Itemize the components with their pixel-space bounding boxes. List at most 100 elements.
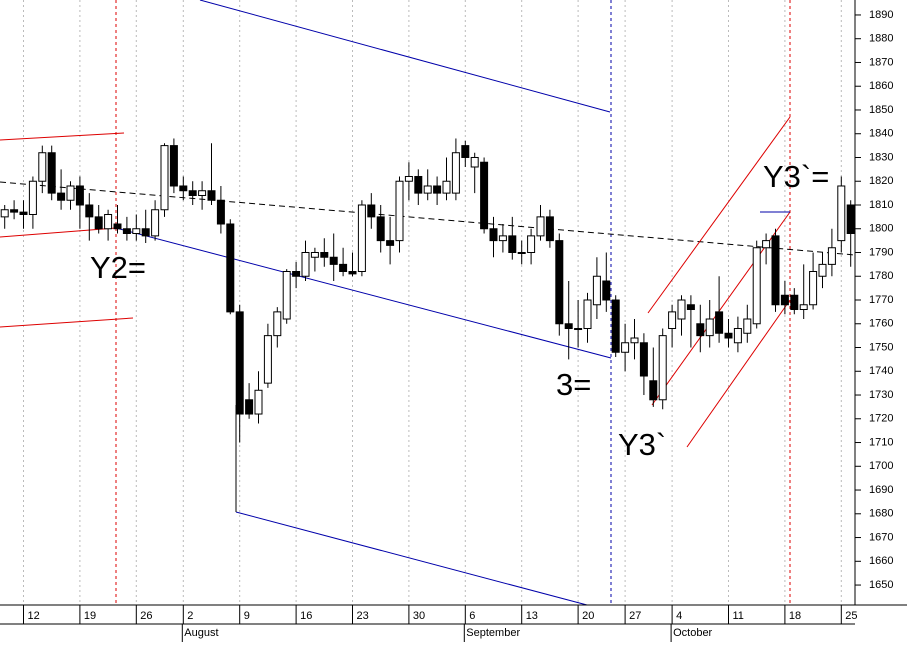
x-tick-label: 12 [28,610,40,622]
x-tick-label: 16 [300,610,312,622]
x-tick-label: 13 [526,610,538,622]
x-tick-label: 9 [244,610,250,622]
candle-body [329,256,338,265]
candle-body [574,328,583,331]
candle-body [743,318,752,334]
candle-body [677,299,686,320]
candle-body [555,240,564,325]
y-tick-label: 1780 [869,270,893,282]
y-tick-label: 1810 [869,199,893,211]
candle-body [357,204,366,273]
candle-body [151,209,160,237]
candle-body [715,311,724,334]
candle-body [790,294,799,311]
x-tick-label: 26 [140,610,152,622]
candle-body [451,152,460,194]
candle-body [66,185,75,201]
candle-body [263,335,272,384]
candle-body [564,323,573,330]
candle-body [489,228,498,242]
candle-body [733,328,742,344]
grid [23,0,842,605]
candle-body [621,342,630,353]
y-tick-label: 1830 [869,151,893,163]
candle-body [545,216,554,242]
y-tick-label: 1700 [869,460,893,472]
candle-body [216,199,225,225]
y-tick-label: 1760 [869,318,893,330]
candle-body [122,228,131,234]
candle-body [160,145,169,211]
candle-body [649,380,658,401]
candle-body [517,251,526,254]
candle-body [367,204,376,218]
candle-body [602,280,611,301]
y-tick-label: 1750 [869,341,893,353]
x-tick-label: 20 [582,610,594,622]
y-tick-label: 1650 [869,579,893,591]
candle-body [0,209,9,218]
y-tick-label: 1710 [869,436,893,448]
channel-line [0,132,125,141]
candle-body [235,311,244,415]
candle-body [658,335,667,401]
annotation: Y3`= [763,159,829,194]
candle-body [771,235,780,306]
y-tick-label: 1670 [869,531,893,543]
candle-body [245,399,254,415]
candle-body [442,180,451,194]
candle-body [799,304,808,311]
candle-body [28,180,37,215]
candle-body [583,299,592,330]
candle-body [94,216,103,230]
y-tick-label: 1880 [869,33,893,45]
y-tick-label: 1840 [869,128,893,140]
pitchfork-line [235,511,588,606]
candle-body [141,228,150,237]
annotation: Y2= [90,250,146,285]
candle-body [630,337,639,344]
y-tick-label: 1720 [869,413,893,425]
candle-body [57,192,66,201]
candle-body [348,271,357,275]
month-label: October [673,627,712,639]
candles [0,138,855,443]
median-line [0,181,856,256]
candle-body [461,145,470,158]
y-tick-label: 1800 [869,223,893,235]
y-tick-label: 1820 [869,175,893,187]
candle-body [292,271,301,277]
y-tick-label: 1850 [869,104,893,116]
channel-line [0,227,117,238]
candle-body [527,235,536,253]
y-tick-label: 1680 [869,508,893,520]
candle-body [179,185,188,192]
y-tick-label: 1730 [869,389,893,401]
trend-lines [0,0,856,606]
candle-body [169,145,178,187]
candle-body [423,185,432,194]
candle-body [433,185,442,194]
candle-body [38,152,47,182]
candle-body [724,332,733,339]
x-tick-label: 6 [469,610,475,622]
candle-body [188,190,197,196]
candle-body [837,185,846,242]
candle-body [320,251,329,258]
candle-body [498,235,507,242]
channel-line [686,299,791,448]
candle-body [395,180,404,242]
y-tick-label: 1790 [869,246,893,258]
candle-body [480,161,489,230]
annotation: 3= [556,367,591,402]
candle-body [198,190,207,196]
candle-body [818,263,827,277]
candle-body [705,318,714,337]
candle-body [536,216,545,237]
candle-body [404,175,413,182]
candle-body [592,275,601,306]
x-tick-label: 27 [629,610,641,622]
candle-body [226,223,235,313]
y-tick-label: 1890 [869,9,893,21]
